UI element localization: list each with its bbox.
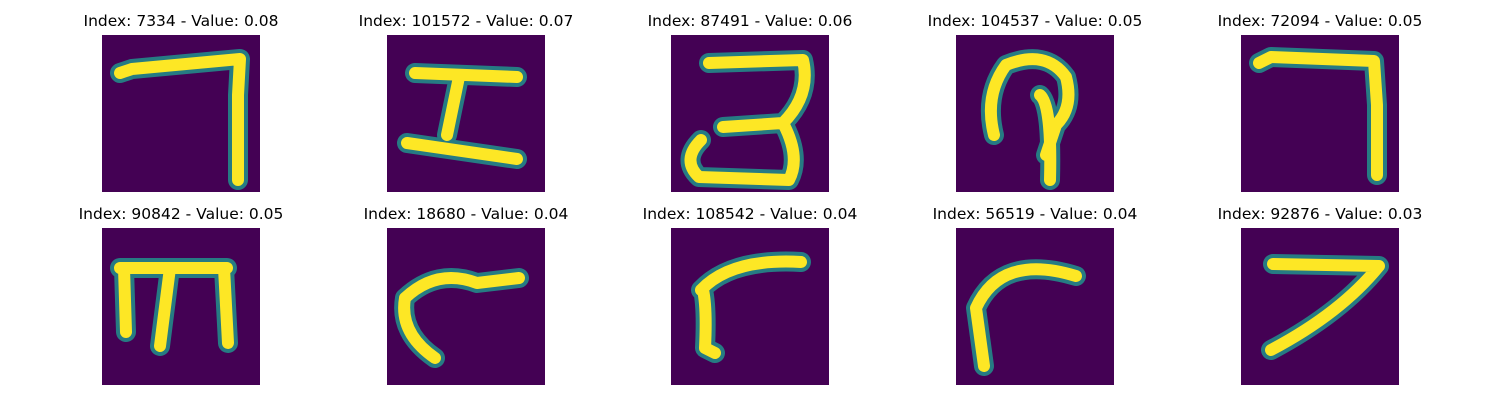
glyph-drawing [691, 251, 811, 363]
panel-title: Index: 7334 - Value: 0.08 [83, 12, 279, 30]
sample-image [102, 228, 260, 385]
panel-title: Index: 92876 - Value: 0.03 [1217, 205, 1423, 223]
glyph-drawing [966, 259, 1086, 376]
glyph-drawing [110, 49, 250, 190]
sample-image [1241, 228, 1399, 385]
glyph-drawing [397, 63, 527, 169]
grid-cell: Index: 101572 - Value: 0.07 [316, 0, 616, 200]
sample-image [956, 228, 1114, 385]
glyph-stroke [114, 53, 246, 186]
grid-cell: Index: 90842 - Value: 0.05 [31, 193, 331, 393]
glyph-stroke [114, 262, 234, 352]
grid-cell: Index: 87491 - Value: 0.06 [600, 0, 900, 200]
grid-cell: Index: 7334 - Value: 0.08 [31, 0, 331, 200]
glyph-drawing [110, 258, 238, 356]
grid-cell: Index: 56519 - Value: 0.04 [885, 193, 1185, 393]
glyph-stroke [970, 263, 1082, 372]
grid-cell: Index: 108542 - Value: 0.04 [600, 193, 900, 393]
grid-cell: Index: 104537 - Value: 0.05 [885, 0, 1185, 200]
sample-image [671, 228, 829, 385]
panel-title: Index: 18680 - Value: 0.04 [363, 205, 569, 223]
glyph-stroke [401, 67, 523, 165]
panel-title: Index: 101572 - Value: 0.07 [358, 12, 574, 30]
glyph-drawing [1261, 254, 1389, 360]
glyph-drawing [1249, 47, 1387, 185]
grid-cell: Index: 92876 - Value: 0.03 [1170, 193, 1470, 393]
grid-cell: Index: 72094 - Value: 0.05 [1170, 0, 1470, 200]
glyph-drawing [394, 268, 529, 368]
sample-image [671, 35, 829, 192]
glyph-stroke [684, 54, 811, 186]
panel-title: Index: 104537 - Value: 0.05 [927, 12, 1143, 30]
glyph-stroke [1253, 51, 1383, 181]
sample-image [387, 228, 545, 385]
panel-title: Index: 56519 - Value: 0.04 [932, 205, 1138, 223]
sample-image [387, 35, 545, 192]
sample-image [1241, 35, 1399, 192]
panel-title: Index: 108542 - Value: 0.04 [642, 205, 858, 223]
sample-image [102, 35, 260, 192]
panel-title: Index: 87491 - Value: 0.06 [647, 12, 853, 30]
glyph-stroke-edge [110, 49, 250, 190]
glyph-stroke-edge [1249, 47, 1387, 185]
panel-title: Index: 72094 - Value: 0.05 [1217, 12, 1423, 30]
glyph-drawing [680, 50, 815, 190]
glyph-stroke [1265, 258, 1385, 356]
grid-cell: Index: 18680 - Value: 0.04 [316, 193, 616, 393]
glyph-drawing [980, 49, 1079, 190]
glyph-stroke [398, 272, 525, 364]
glyph-stroke [695, 255, 807, 359]
sample-image [956, 35, 1114, 192]
panel-title: Index: 90842 - Value: 0.05 [78, 205, 284, 223]
glyph-stroke [984, 53, 1075, 186]
